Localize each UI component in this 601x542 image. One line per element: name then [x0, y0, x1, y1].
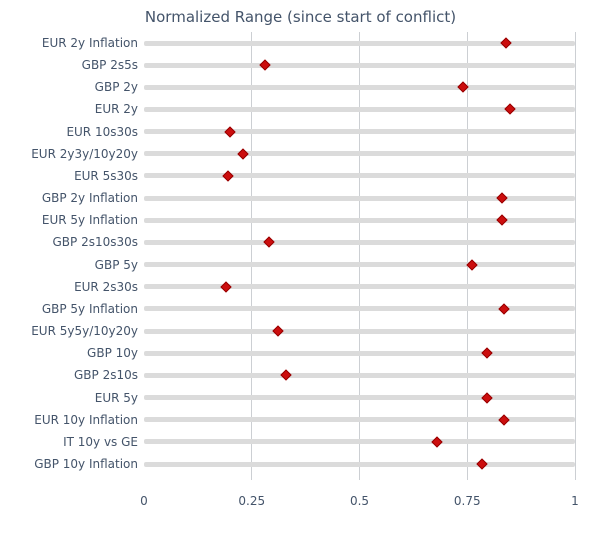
range-bar — [144, 350, 575, 356]
plot-area — [144, 32, 576, 480]
data-point-diamond — [504, 103, 517, 116]
range-bar — [144, 129, 575, 135]
data-point-diamond — [259, 59, 271, 71]
gridline — [359, 32, 360, 480]
category-label: GBP 2y — [94, 80, 138, 95]
range-bar — [144, 439, 575, 445]
data-point-diamond — [476, 458, 488, 470]
range-bar — [144, 461, 575, 467]
gridline — [466, 32, 468, 480]
x-axis-tick-label: 0.25 — [238, 494, 266, 508]
category-label: EUR 10s30s — [66, 124, 138, 139]
range-bar — [144, 417, 575, 423]
category-label: GBP 2s10s30s — [52, 235, 138, 250]
range-bar — [144, 328, 575, 334]
data-point-diamond — [496, 192, 508, 204]
range-bar — [144, 40, 575, 46]
category-label: GBP 10y — [87, 346, 138, 361]
range-bar — [144, 106, 575, 112]
category-label: EUR 2y — [94, 102, 138, 117]
category-label: GBP 10y Inflation — [34, 457, 138, 471]
category-label: EUR 2y3y/10y20y — [31, 146, 138, 161]
data-point-diamond — [271, 325, 284, 337]
data-point-diamond — [480, 347, 493, 359]
range-bar — [144, 62, 575, 68]
gridline — [574, 32, 576, 480]
category-label: IT 10y vs GE — [63, 434, 138, 449]
range-bar — [144, 151, 575, 157]
data-point-diamond — [431, 436, 443, 448]
range-bar — [144, 173, 575, 179]
category-label: GBP 5y Inflation — [41, 301, 138, 316]
x-axis-tick-label: 0.75 — [453, 494, 481, 508]
x-axis-tick-label: 0.5 — [349, 494, 370, 508]
range-bar — [144, 195, 575, 201]
range-bar — [144, 84, 575, 90]
category-label: EUR 5y Inflation — [41, 213, 138, 228]
data-point-diamond — [222, 170, 234, 182]
category-label: GBP 5y — [94, 257, 138, 272]
data-point-diamond — [480, 391, 493, 404]
data-point-diamond — [263, 236, 275, 249]
range-bar — [144, 217, 575, 223]
data-point-diamond — [280, 369, 292, 382]
data-point-diamond — [498, 303, 510, 315]
range-bar — [144, 262, 575, 268]
category-label: EUR 5s30s — [74, 168, 138, 183]
category-label: EUR 5y — [94, 390, 138, 405]
x-axis-tick-label: 0 — [140, 494, 148, 508]
data-point-diamond — [496, 214, 508, 226]
data-point-diamond — [500, 37, 512, 49]
chart-title: Normalized Range (since start of conflic… — [144, 8, 457, 26]
gridline — [251, 32, 253, 480]
x-axis-tick-label: 1 — [571, 494, 579, 508]
range-bar — [144, 372, 575, 378]
category-label: GBP 2s5s — [81, 58, 138, 73]
range-bar — [144, 239, 575, 245]
data-point-diamond — [224, 125, 236, 138]
category-label: EUR 10y Inflation — [34, 412, 138, 427]
category-label: GBP 2s10s — [74, 368, 138, 383]
category-label: EUR 2y Inflation — [41, 36, 138, 50]
range-bar — [144, 395, 575, 401]
category-label: EUR 2s30s — [74, 279, 138, 294]
data-point-diamond — [220, 281, 232, 293]
range-bar — [144, 284, 575, 290]
category-label: GBP 2y Inflation — [41, 191, 138, 206]
range-bar — [144, 306, 575, 312]
category-label: EUR 5y5y/10y20y — [31, 324, 138, 339]
data-point-diamond — [237, 148, 249, 160]
data-point-diamond — [498, 414, 510, 426]
